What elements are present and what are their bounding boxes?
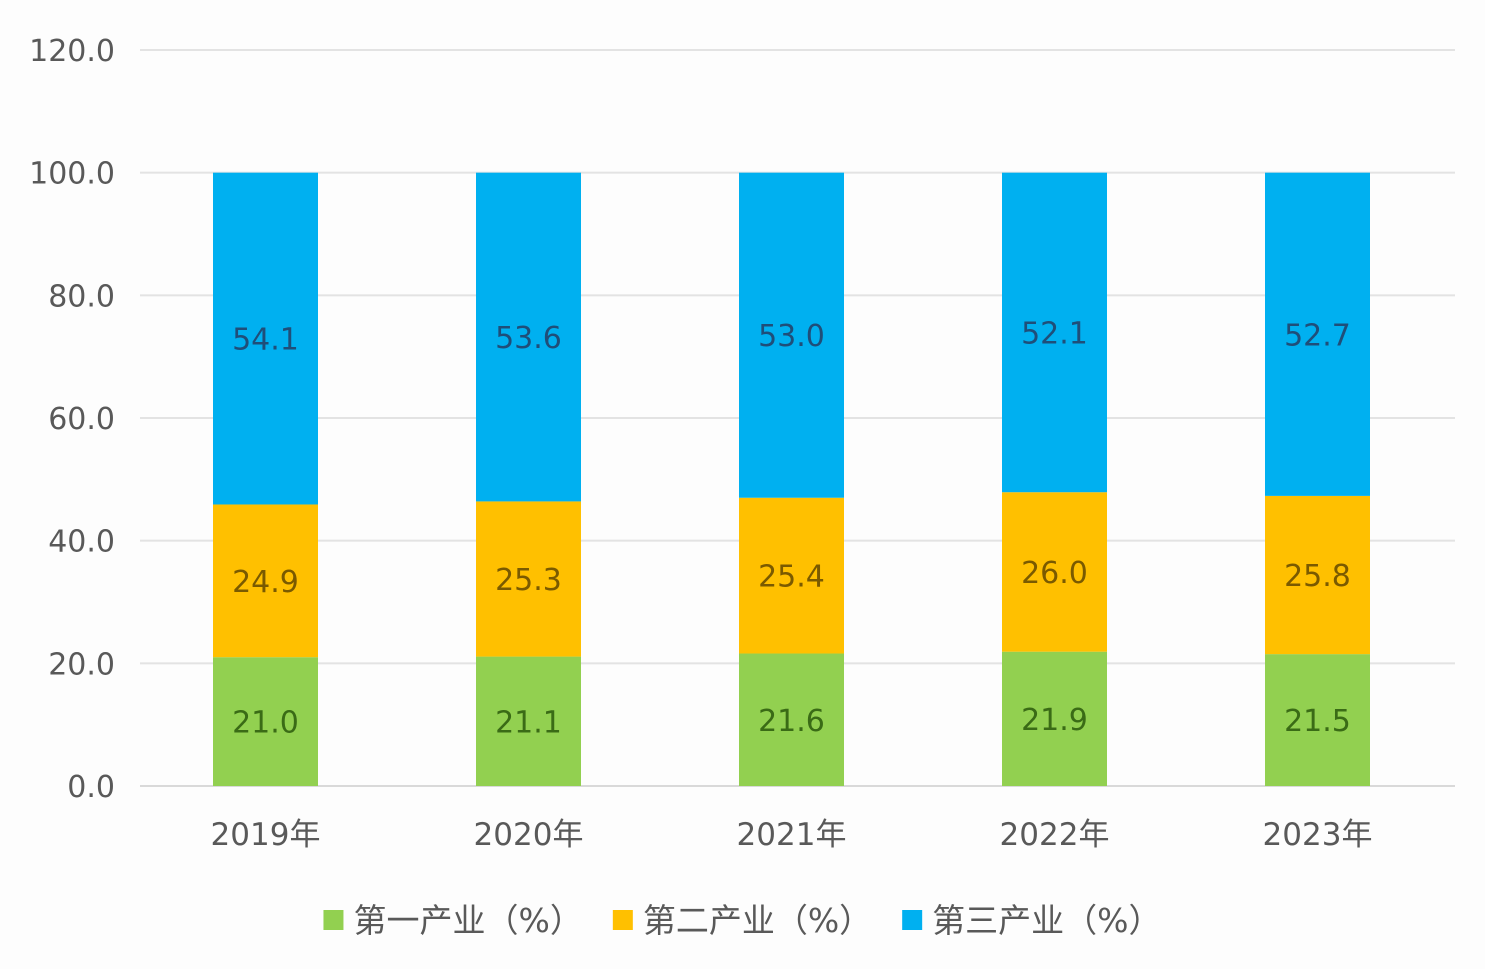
- bar-segment: [213, 172, 318, 505]
- bar-segment: [739, 497, 844, 654]
- data-label: 21.0: [232, 706, 299, 741]
- legend-swatch: [323, 910, 344, 930]
- y-tick-label: 60.0: [48, 402, 115, 437]
- x-axis-ticks: 2019年 2020年 2021年 2022年 2023年: [211, 817, 1373, 853]
- x-tick-label: 2020年: [474, 817, 584, 853]
- legend-label: 第三产业（%）: [932, 901, 1161, 940]
- bar-segment: [739, 653, 844, 786]
- bar-segment: [1002, 172, 1107, 493]
- data-label: 52.1: [1021, 316, 1088, 351]
- y-tick-label: 0.0: [67, 770, 115, 805]
- data-label: 26.0: [1021, 556, 1088, 591]
- data-label: 25.3: [495, 563, 562, 598]
- bars: [213, 172, 1370, 786]
- data-label: 21.9: [1021, 703, 1088, 738]
- bar-segment: [476, 172, 581, 502]
- y-tick-label: 40.0: [48, 525, 115, 560]
- data-label: 54.1: [232, 323, 299, 358]
- bar-segment: [1265, 172, 1370, 496]
- bar-segment: [1002, 492, 1107, 652]
- bar-segment: [476, 501, 581, 657]
- data-labels: 21.0 24.9 54.1 21.1 25.3 53.6 21.6 25.4 53.0 21.9…: [232, 316, 1351, 740]
- data-label: 24.9: [232, 565, 299, 600]
- data-label: 25.4: [758, 560, 825, 595]
- legend-swatch: [902, 910, 923, 930]
- data-label: 25.8: [1284, 559, 1351, 594]
- x-tick-label: 2021年: [737, 817, 847, 853]
- legend-item[interactable]: 第三产业（%）: [902, 901, 1162, 940]
- bar-segment: [476, 656, 581, 786]
- data-label: 21.6: [758, 704, 825, 739]
- data-label: 21.1: [495, 705, 562, 740]
- bar-segment: [213, 504, 318, 658]
- legend-label: 第二产业（%）: [643, 901, 872, 940]
- y-tick-label: 80.0: [48, 279, 115, 314]
- legend-item[interactable]: 第一产业（%）: [323, 901, 583, 940]
- data-label: 52.7: [1284, 318, 1351, 353]
- bar-segment: [739, 172, 844, 498]
- data-label: 53.0: [758, 319, 825, 354]
- bar-segment: [1265, 495, 1370, 655]
- x-tick-label: 2022年: [1000, 817, 1110, 853]
- y-tick-label: 20.0: [48, 647, 115, 682]
- legend-item[interactable]: 第二产业（%）: [612, 901, 872, 940]
- bar-segment: [1265, 654, 1370, 786]
- legend[interactable]: 第一产业（%） 第二产业（%） 第三产业（%）: [323, 901, 1162, 940]
- y-tick-label: 120.0: [29, 34, 115, 69]
- y-axis-ticks: 0.0 20.0 40.0 60.0 80.0 100.0 120.0: [29, 34, 115, 805]
- data-label: 53.6: [495, 321, 562, 356]
- x-tick-label: 2023年: [1263, 817, 1373, 853]
- y-tick-label: 100.0: [29, 157, 115, 192]
- data-label: 21.5: [1284, 704, 1351, 739]
- legend-label: 第一产业（%）: [353, 901, 582, 940]
- x-tick-label: 2019年: [211, 817, 321, 853]
- bar-segment: [213, 657, 318, 786]
- legend-swatch: [612, 910, 633, 930]
- bar-segment: [1002, 651, 1107, 786]
